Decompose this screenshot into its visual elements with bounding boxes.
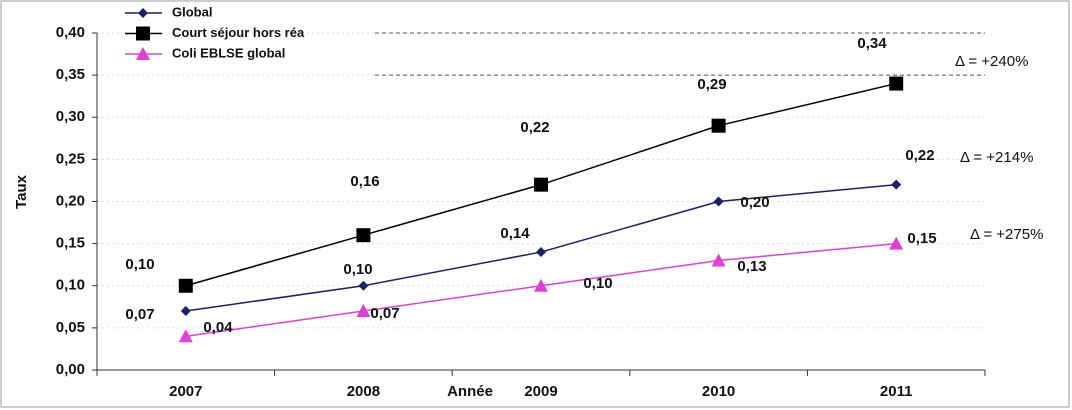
value-label: 0,13 bbox=[737, 258, 766, 275]
x-tick-label: 2009 bbox=[524, 383, 557, 400]
value-label: 0,04 bbox=[203, 319, 233, 336]
x-tick-label: 2010 bbox=[702, 383, 735, 400]
x-tick-label: 2007 bbox=[169, 383, 202, 400]
marker bbox=[711, 118, 726, 133]
value-label: 0,07 bbox=[370, 305, 399, 322]
marker bbox=[178, 278, 193, 293]
marker bbox=[891, 179, 902, 190]
marker bbox=[356, 228, 371, 243]
marker bbox=[356, 304, 371, 318]
marker bbox=[534, 278, 548, 292]
marker bbox=[889, 236, 904, 250]
legend-label: Coli EBLSE global bbox=[172, 45, 285, 60]
legend-marker bbox=[138, 8, 148, 18]
marker bbox=[889, 76, 904, 91]
value-label: 0,34 bbox=[857, 35, 887, 52]
marker bbox=[358, 280, 369, 291]
value-label: 0,10 bbox=[583, 275, 612, 292]
marker bbox=[180, 306, 191, 317]
legend-label: Court séjour hors réa bbox=[172, 25, 305, 40]
marker bbox=[536, 247, 546, 258]
value-label: 0,10 bbox=[125, 256, 154, 273]
value-label: 0,14 bbox=[500, 225, 530, 242]
value-label: 0,16 bbox=[350, 173, 379, 190]
annotation: Δ = +240% bbox=[955, 53, 1028, 70]
y-tick-label: 0,25 bbox=[56, 150, 85, 167]
annotation: Δ = +275% bbox=[970, 226, 1043, 243]
legend-label: Global bbox=[172, 4, 212, 19]
y-tick-label: 0,20 bbox=[56, 192, 85, 209]
marker bbox=[178, 329, 193, 343]
value-label: 0,22 bbox=[905, 147, 934, 164]
x-tick-label: 2008 bbox=[347, 383, 380, 400]
legend-marker bbox=[136, 26, 150, 41]
x-tick-label: 2011 bbox=[880, 383, 913, 400]
marker bbox=[534, 177, 548, 192]
y-tick-label: 0,40 bbox=[56, 24, 85, 41]
y-tick-label: 0,15 bbox=[56, 235, 85, 252]
y-tick-label: 0,00 bbox=[56, 361, 85, 378]
value-label: 0,29 bbox=[697, 76, 726, 93]
y-tick-label: 0,05 bbox=[56, 319, 85, 336]
y-tick-label: 0,35 bbox=[56, 66, 85, 83]
value-label: 0,20 bbox=[740, 194, 769, 211]
legend-marker bbox=[136, 47, 150, 60]
value-label: 0,22 bbox=[520, 119, 549, 136]
value-label: 0,07 bbox=[125, 306, 154, 323]
annotation: Δ = +214% bbox=[960, 149, 1033, 166]
y-axis-label: Taux bbox=[13, 174, 30, 209]
y-tick-label: 0,30 bbox=[56, 108, 85, 125]
x-axis-label: Année bbox=[447, 383, 493, 400]
value-label: 0,15 bbox=[907, 230, 936, 247]
value-label: 0,10 bbox=[343, 261, 372, 278]
marker bbox=[711, 253, 726, 267]
marker bbox=[713, 196, 724, 207]
y-tick-label: 0,10 bbox=[56, 277, 85, 294]
